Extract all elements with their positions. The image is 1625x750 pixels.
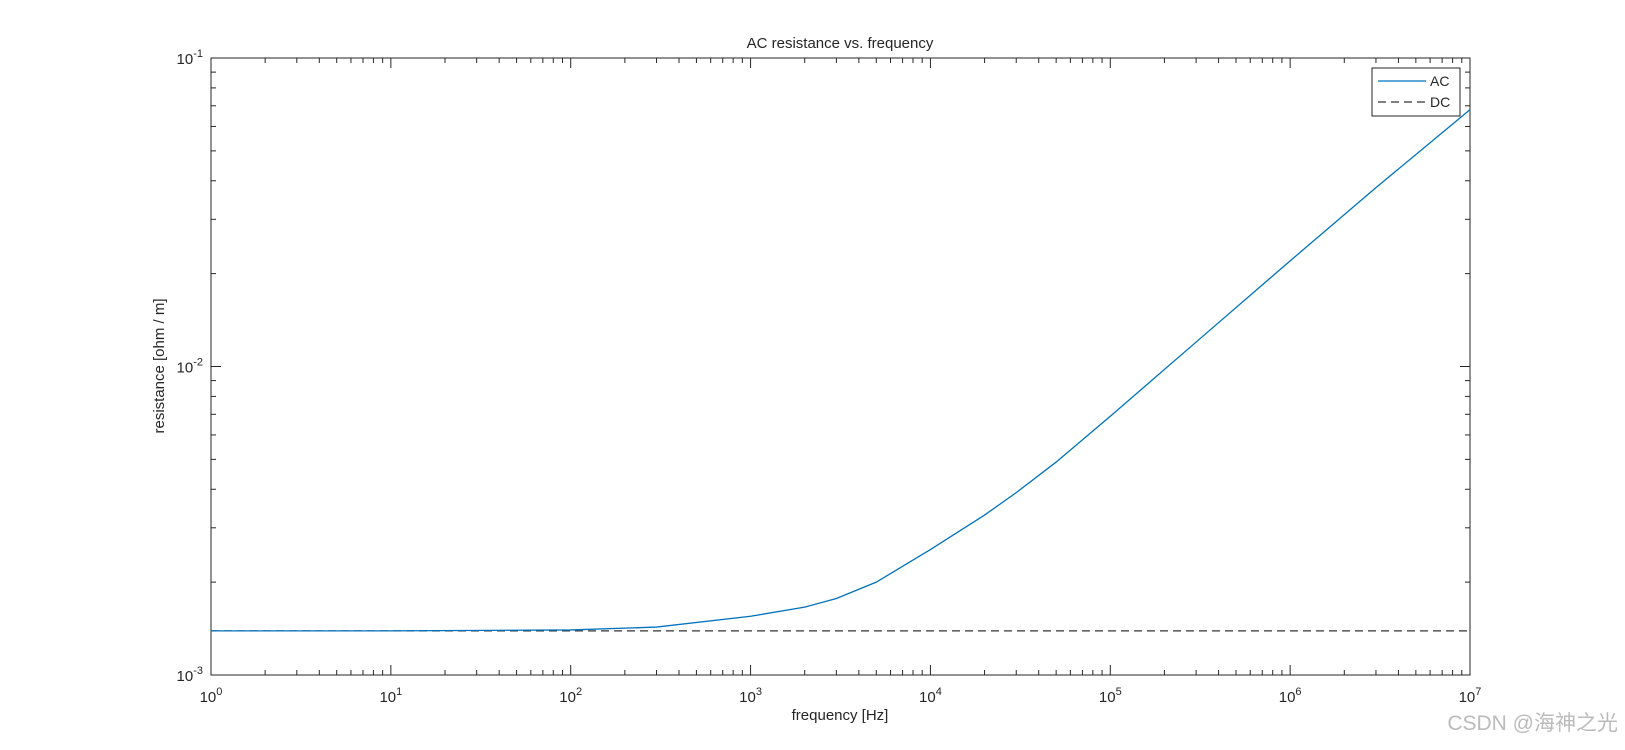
tick-label: 100 <box>200 686 223 706</box>
plot-frame <box>210 57 1471 676</box>
legend-box <box>1371 67 1461 117</box>
tick-label: 101 <box>379 686 402 706</box>
tick-label: 107 <box>1459 686 1482 706</box>
tick-label: 106 <box>1279 686 1302 706</box>
x-axis-label: frequency [Hz] <box>792 707 889 724</box>
y-axis-label: resistance [ohm / m] <box>151 298 168 433</box>
tick-label: 10-2 <box>177 357 203 377</box>
tick-label: 102 <box>559 686 582 706</box>
tick-label: 105 <box>1099 686 1122 706</box>
legend-label: DC <box>1430 94 1450 110</box>
tick-label: 104 <box>919 686 942 706</box>
chart-title: AC resistance vs. frequency <box>747 35 934 52</box>
tick-label: 103 <box>739 686 762 706</box>
tick-label: 10-1 <box>177 48 203 68</box>
legend-label: AC <box>1430 73 1449 89</box>
line-series <box>211 109 1471 632</box>
watermark: CSDN @海神之光 <box>1447 712 1618 735</box>
tick-label: 10-3 <box>177 665 203 685</box>
